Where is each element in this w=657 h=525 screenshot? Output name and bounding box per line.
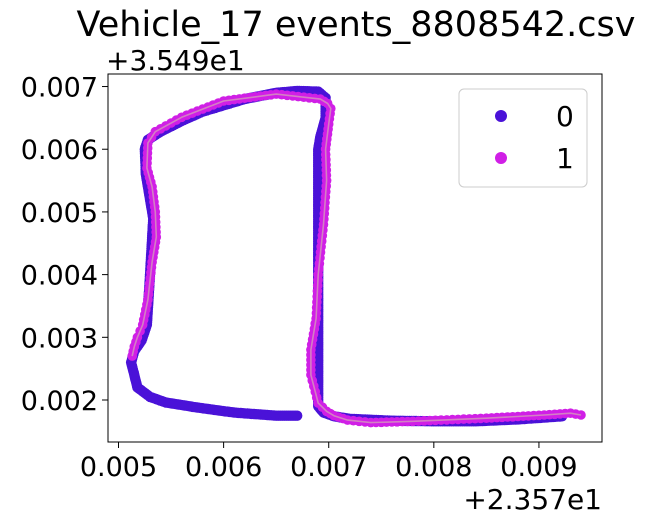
x-tick-label: 0.006 <box>185 452 262 483</box>
y-offset-label: +3.549e1 <box>106 44 245 77</box>
data-point-series-1 <box>127 351 137 361</box>
data-point-series-0 <box>292 410 303 421</box>
legend-marker-series-0 <box>495 110 507 122</box>
y-tick-label: 0.005 <box>21 198 98 229</box>
y-tick-label: 0.007 <box>21 73 98 104</box>
legend-label-series-1: 1 <box>556 142 574 175</box>
points-layer <box>125 85 586 428</box>
x-tick-label: 0.007 <box>290 452 367 483</box>
y-tick-label: 0.006 <box>21 135 98 166</box>
x-offset-label: +2.357e1 <box>463 483 602 516</box>
y-tick-label: 0.002 <box>21 386 98 417</box>
legend-marker-series-1 <box>495 152 507 164</box>
legend-box <box>458 88 588 188</box>
legend: 0 1 <box>458 88 588 188</box>
x-tick-label: 0.008 <box>395 452 472 483</box>
legend-label-series-0: 0 <box>556 100 574 133</box>
x-tick-label: 0.005 <box>80 452 157 483</box>
axes: 0.005 0.006 0.007 0.008 0.009 0.002 0.003 0.004… <box>21 73 603 483</box>
chart-title: Vehicle_17 events_8808542.csv <box>77 5 636 45</box>
y-tick-label: 0.004 <box>21 261 98 292</box>
y-tick-label: 0.003 <box>21 323 98 354</box>
plot-frame <box>107 73 603 443</box>
x-tick-label: 0.009 <box>500 452 577 483</box>
trajectory-line <box>131 93 582 424</box>
